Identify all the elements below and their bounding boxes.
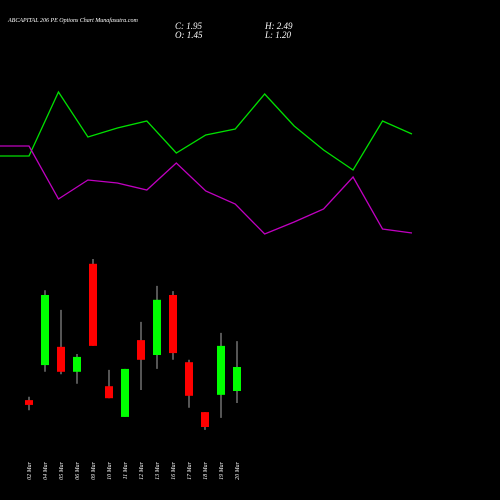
info-close: C: 1.95 [175,21,203,31]
x-tick-label: 05 Mar [59,461,65,479]
candle-body [201,412,209,427]
x-tick-label: 09 Mar [91,461,97,479]
candle-body [169,295,177,354]
x-tick-label: 17 Mar [187,461,193,479]
chart-title: ABCAPITAL 206 PE Options Chart Munafasut… [7,17,138,24]
info-high: H: 2.49 [264,21,293,31]
candle-body [57,346,65,372]
x-tick-label: 06 Mar [75,461,81,479]
candle-body [153,299,161,355]
info-low: L: 1.20 [264,30,292,40]
candle-body [73,356,81,372]
x-tick-label: 11 Mar [123,461,129,479]
info-open: O: 1.45 [175,30,203,40]
x-tick-label: 04 Mar [42,461,49,479]
x-tick-label: 02 Mar [27,461,33,479]
x-tick-label: 20 Mar [235,461,241,479]
candle-body [105,386,113,399]
x-tick-label: 18 Mar [203,461,209,479]
candle-body [233,367,241,391]
x-tick-label: 13 Mar [155,461,161,479]
candle-body [121,368,129,417]
x-tick-label: 19 Mar [219,461,225,479]
candle-body [25,400,33,405]
indicator-line [0,145,413,235]
candle-body [41,295,49,366]
x-tick-label: 16 Mar [171,461,177,479]
x-tick-label: 10 Mar [107,461,113,479]
candle-body [185,362,193,396]
candle-body [217,345,225,395]
candle-body [137,340,145,360]
x-tick-label: 12 Mar [139,461,145,479]
indicator-line [0,90,413,171]
candle-body [89,263,97,346]
